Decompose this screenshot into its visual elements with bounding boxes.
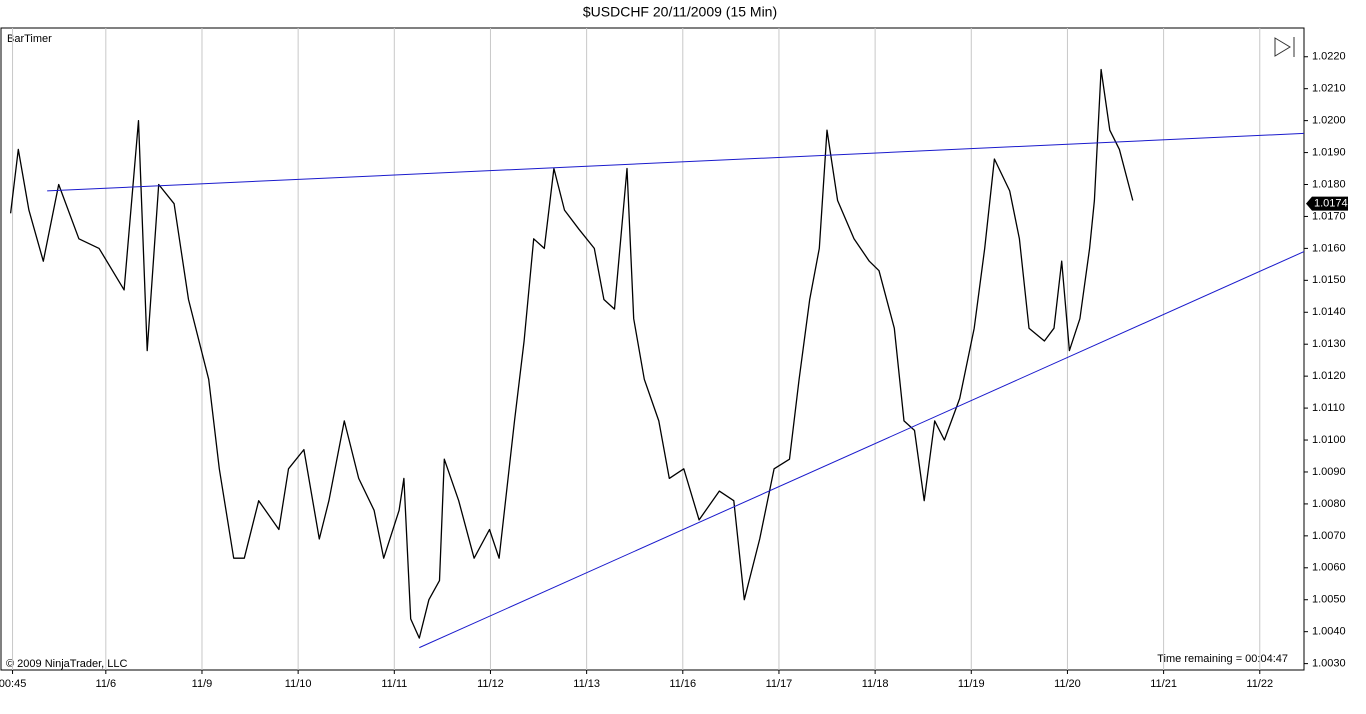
- x-tick-label: 00:45: [0, 678, 26, 690]
- timer-text: Time remaining = 00:04:47: [1157, 653, 1288, 665]
- y-tick-label: 1.0200: [1312, 115, 1346, 127]
- y-tick-label: 1.0160: [1312, 242, 1346, 254]
- trendline: [419, 251, 1305, 649]
- trendline: [47, 132, 1305, 192]
- x-tick-label: 11/20: [1054, 678, 1081, 690]
- y-tick-label: 1.0090: [1312, 466, 1346, 478]
- y-tick-label: 1.0050: [1312, 594, 1346, 606]
- copyright: © 2009 NinjaTrader, LLC: [6, 658, 127, 670]
- y-tick-label: 1.0210: [1312, 83, 1346, 95]
- x-tick-label: 11/16: [669, 678, 696, 690]
- y-tick-label: 1.0150: [1312, 274, 1346, 286]
- y-tick-label: 1.0180: [1312, 178, 1346, 190]
- y-tick-label: 1.0110: [1312, 402, 1345, 414]
- y-tick-label: 1.0130: [1312, 338, 1346, 350]
- x-tick-label: 11/11: [381, 678, 407, 690]
- y-tick-label: 1.0120: [1312, 370, 1346, 382]
- y-tick-label: 1.0080: [1312, 498, 1346, 510]
- indicator-label: BarTimer: [7, 33, 52, 45]
- x-tick-label: 11/21: [1150, 678, 1177, 690]
- y-tick-label: 1.0100: [1312, 434, 1346, 446]
- x-tick-label: 11/19: [958, 678, 985, 690]
- x-tick-label: 11/13: [573, 678, 600, 690]
- x-tick-label: 11/9: [192, 678, 213, 690]
- y-tick-label: 1.0220: [1312, 51, 1346, 63]
- x-tick-label: 11/6: [96, 678, 117, 690]
- play-icon[interactable]: [1274, 37, 1295, 57]
- x-tick-label: 11/12: [477, 678, 504, 690]
- y-tick-label: 1.0060: [1312, 562, 1346, 574]
- last-price-box: [1306, 196, 1348, 211]
- y-tick-label: 1.0140: [1312, 306, 1346, 318]
- x-tick-label: 11/22: [1246, 678, 1273, 690]
- y-tick-label: 1.0070: [1312, 530, 1346, 542]
- y-tick-label: 1.0170: [1312, 210, 1346, 222]
- plot-frame: [0, 27, 1305, 671]
- price-line: [9, 68, 1134, 639]
- x-tick-label: 11/10: [285, 678, 312, 690]
- x-tick-label: 11/18: [862, 678, 889, 690]
- x-tick-label: 11/17: [766, 678, 793, 690]
- y-tick-label: 1.0190: [1312, 146, 1346, 158]
- last-price-label: 1.0174: [1314, 198, 1348, 210]
- y-tick-label: 1.0040: [1312, 626, 1346, 638]
- chart-title: $USDCHF 20/11/2009 (15 Min): [583, 4, 777, 20]
- y-tick-label: 1.0030: [1312, 658, 1346, 670]
